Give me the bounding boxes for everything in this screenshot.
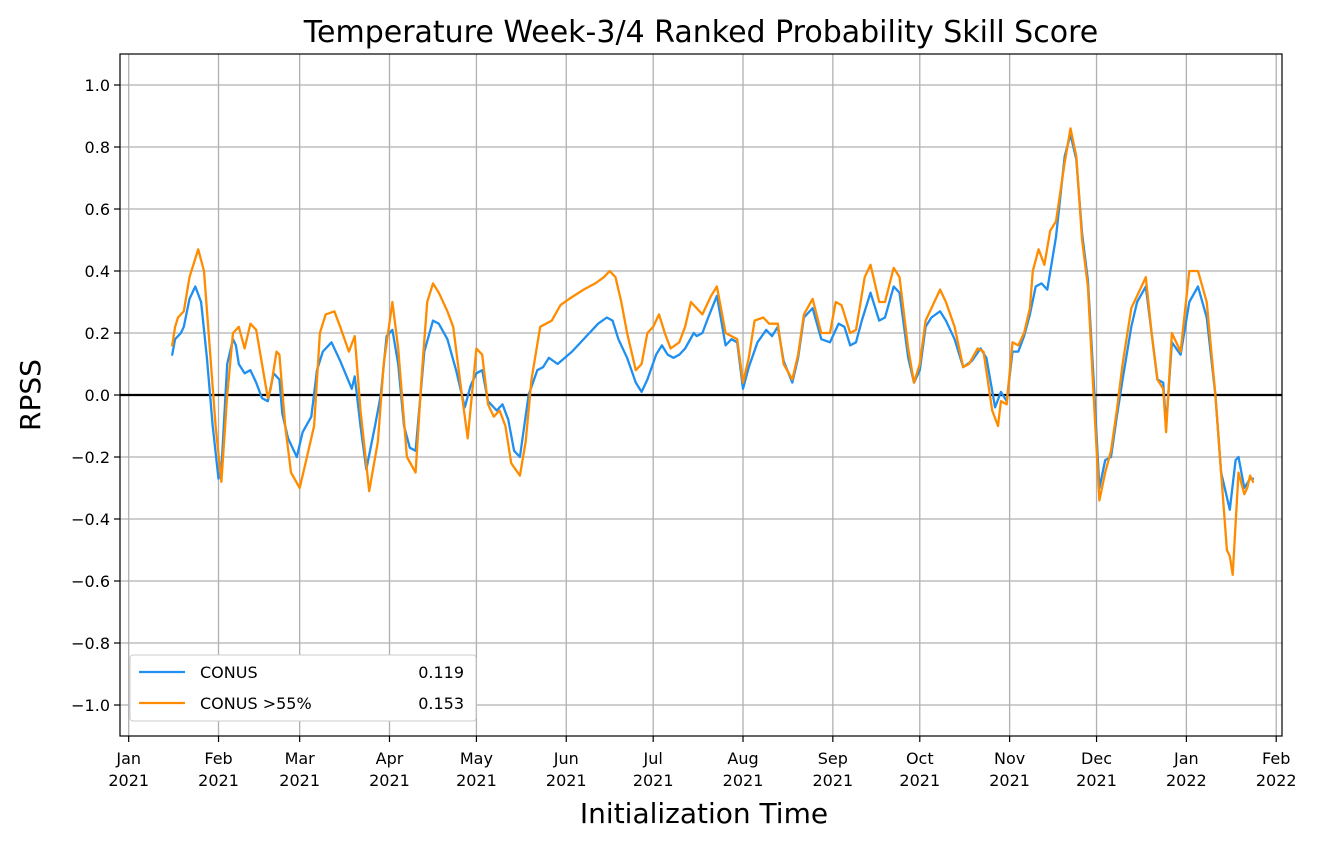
legend-box	[129, 654, 477, 722]
x-tick-year: 2021	[108, 771, 149, 790]
x-tick-year: 2021	[546, 771, 587, 790]
x-tick-month: Dec	[1081, 749, 1112, 768]
x-tick-month: Aug	[727, 749, 758, 768]
x-tick-year: 2021	[812, 771, 853, 790]
chart-title: Temperature Week-3/4 Ranked Probability …	[303, 15, 1098, 50]
x-axis-ticks: Jan 2021 Feb 2021 Mar 2021 Apr 2021 May 2021 Jun 20…	[108, 736, 1297, 790]
y-tick-label: 0.6	[85, 200, 110, 219]
x-tick-year: 2021	[369, 771, 410, 790]
x-tick-month: Jul	[643, 749, 663, 768]
y-tick-label: 0.2	[85, 324, 110, 343]
legend-label-0: CONUS	[200, 663, 258, 682]
x-tick-year: 2022	[1166, 771, 1207, 790]
x-tick-month: May	[460, 749, 493, 768]
legend-label-1: CONUS >55%	[200, 694, 312, 713]
x-tick-month: Jun	[553, 749, 579, 768]
y-tick-label: −1.0	[71, 696, 110, 715]
y-tick-label: 0.8	[85, 138, 110, 157]
x-tick-year: 2021	[1076, 771, 1117, 790]
x-tick-month: Sep	[818, 749, 848, 768]
x-tick-year: 2021	[989, 771, 1030, 790]
x-tick-month: Feb	[1262, 749, 1290, 768]
series-line-1	[171, 127, 1255, 576]
y-tick-label: 0.4	[85, 262, 110, 281]
x-tick-year: 2021	[198, 771, 239, 790]
y-tick-label: 1.0	[85, 76, 110, 95]
legend: CONUS 0.119 CONUS >55% 0.153	[129, 654, 477, 722]
y-axis-label: RPSS	[14, 359, 47, 431]
y-tick-label: 0.0	[85, 386, 110, 405]
x-tick-month: Nov	[994, 749, 1025, 768]
x-tick-month: Apr	[376, 749, 404, 768]
legend-value-0: 0.119	[418, 663, 464, 682]
x-tick-month: Oct	[906, 749, 934, 768]
y-axis-ticks: 1.0 0.8 0.6 0.4 0.2 0.0 −0.2 −0.4 −0.6 −0.8 −1.0	[71, 76, 120, 715]
series-lines	[171, 127, 1255, 576]
x-tick-year: 2021	[279, 771, 320, 790]
x-tick-month: Feb	[204, 749, 232, 768]
x-tick-year: 2021	[899, 771, 940, 790]
x-tick-month: Mar	[285, 749, 316, 768]
y-tick-label: −0.8	[71, 634, 110, 653]
x-tick-year: 2021	[723, 771, 764, 790]
x-tick-year: 2022	[1256, 771, 1297, 790]
x-tick-month: Jan	[1173, 749, 1199, 768]
x-tick-month: Jan	[115, 749, 141, 768]
x-axis-label: Initialization Time	[580, 797, 828, 830]
x-tick-year: 2021	[633, 771, 674, 790]
y-tick-label: −0.6	[71, 572, 110, 591]
x-tick-year: 2021	[456, 771, 497, 790]
legend-value-1: 0.153	[418, 694, 464, 713]
y-tick-label: −0.2	[71, 448, 110, 467]
y-tick-label: −0.4	[71, 510, 110, 529]
